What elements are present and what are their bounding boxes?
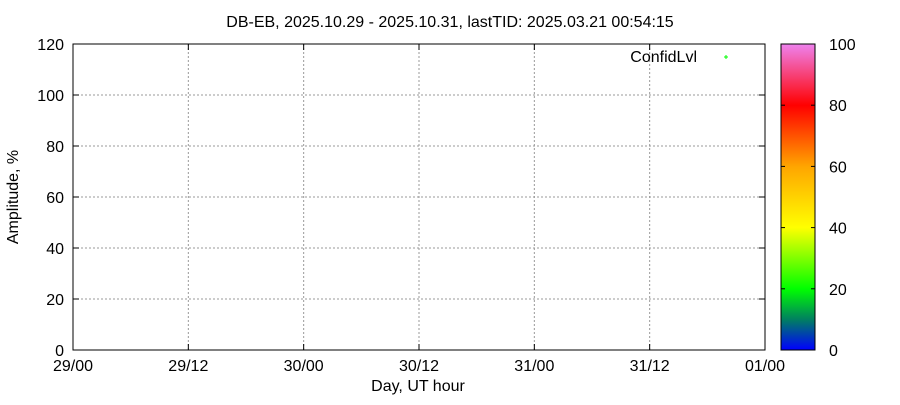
y-axis-label: Amplitude, % bbox=[5, 150, 22, 244]
colorbar-tick-label: 80 bbox=[829, 98, 847, 115]
colorbar-tick-label: 40 bbox=[829, 221, 847, 238]
x-tick-label: 01/00 bbox=[745, 358, 785, 375]
chart-title: DB-EB, 2025.10.29 - 2025.10.31, lastTID:… bbox=[226, 14, 674, 31]
colorbar-tick-label: 20 bbox=[829, 282, 847, 299]
y-tick-label: 100 bbox=[37, 88, 64, 105]
y-tick-label: 60 bbox=[46, 190, 64, 207]
colorbar-tick-label: 60 bbox=[829, 159, 847, 176]
x-axis-label: Day, UT hour bbox=[371, 378, 465, 395]
x-tick-label: 31/12 bbox=[630, 358, 670, 375]
x-tick-label: 31/00 bbox=[514, 358, 554, 375]
legend-marker bbox=[724, 55, 728, 59]
colorbar-axis: 0 20 40 60 80 100 bbox=[781, 37, 856, 360]
colorbar-tick-label: 100 bbox=[829, 37, 856, 54]
x-tick-label: 29/00 bbox=[53, 358, 93, 375]
grid bbox=[73, 44, 765, 350]
x-axis: 29/00 29/12 30/00 30/12 31/00 31/12 01/00 bbox=[53, 44, 785, 375]
x-tick-label: 30/12 bbox=[399, 358, 439, 375]
legend-label: ConfidLvl bbox=[630, 49, 697, 66]
x-tick-label: 30/00 bbox=[284, 358, 324, 375]
y-tick-label: 20 bbox=[46, 292, 64, 309]
x-tick-label: 29/12 bbox=[168, 358, 208, 375]
y-tick-label: 40 bbox=[46, 241, 64, 258]
colorbar-tick-label: 0 bbox=[829, 343, 838, 360]
colorbar bbox=[780, 43, 816, 351]
y-axis: 0 20 40 60 80 100 120 bbox=[37, 37, 765, 360]
y-tick-label: 80 bbox=[46, 139, 64, 156]
legend: ConfidLvl bbox=[630, 49, 728, 66]
y-tick-label: 0 bbox=[55, 343, 64, 360]
y-tick-label: 120 bbox=[37, 37, 64, 54]
